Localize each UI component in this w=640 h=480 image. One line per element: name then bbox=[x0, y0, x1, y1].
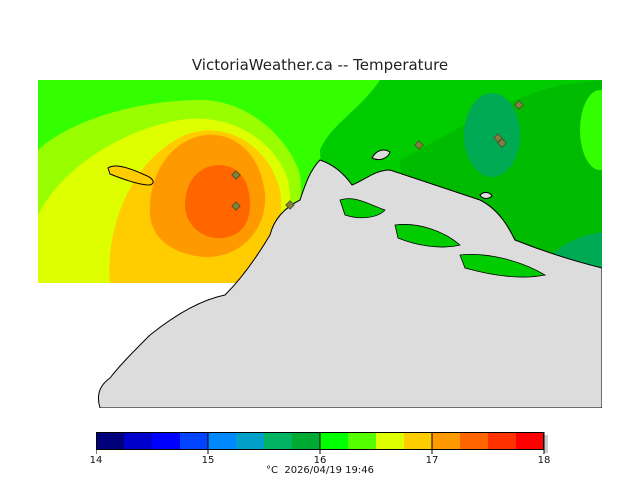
colorbar-tick-label: 15 bbox=[201, 455, 215, 466]
colorbar-cell bbox=[292, 432, 320, 450]
colorbar-cell bbox=[264, 432, 292, 450]
station-marker[interactable] bbox=[285, 200, 295, 210]
station-marker[interactable] bbox=[514, 100, 524, 110]
colorbar-tick-label: 18 bbox=[537, 455, 551, 466]
colorbar-cell bbox=[208, 432, 236, 450]
colorbar-cell bbox=[404, 432, 432, 450]
caption-unit: °C bbox=[266, 465, 278, 476]
station-marker[interactable] bbox=[414, 140, 424, 150]
colorbar-cell bbox=[236, 432, 264, 450]
colorbar-cell bbox=[180, 432, 208, 450]
colorbar-cell bbox=[320, 432, 348, 450]
station-markers bbox=[231, 100, 524, 211]
colorbar-cell bbox=[432, 432, 460, 450]
colorbar-cell bbox=[488, 432, 516, 450]
island bbox=[371, 149, 391, 161]
island bbox=[479, 192, 493, 199]
land-mass bbox=[97, 159, 602, 408]
colorbar-shadow bbox=[544, 435, 548, 453]
colorbar-cell bbox=[152, 432, 180, 450]
contour-band-17.25-17.5 bbox=[185, 165, 250, 239]
caption-timestamp: 2026/04/19 19:46 bbox=[284, 465, 374, 476]
colorbar-cell bbox=[460, 432, 488, 450]
station-marker[interactable] bbox=[231, 201, 241, 211]
contour-warm-patch-e bbox=[580, 90, 602, 170]
inlet-shape bbox=[339, 198, 386, 219]
colorbar-cell bbox=[348, 432, 376, 450]
colorbar-tick-label: 14 bbox=[89, 455, 103, 466]
station-marker[interactable] bbox=[497, 138, 507, 148]
colorbar-cell bbox=[124, 432, 152, 450]
colorbar-tick-label: 16 bbox=[313, 455, 327, 466]
map-title: VictoriaWeather.ca -- Temperature bbox=[191, 56, 449, 74]
contour-cool-patch-ne bbox=[464, 93, 520, 177]
colorbar-cell bbox=[516, 432, 544, 450]
colorbar bbox=[96, 432, 548, 454]
colorbar-tick-label: 17 bbox=[425, 455, 439, 466]
island bbox=[107, 165, 154, 186]
station-marker[interactable] bbox=[231, 170, 241, 180]
colorbar-cell bbox=[376, 432, 404, 450]
caption: °C 2026/04/19 19:46 bbox=[0, 465, 640, 476]
colorbar-ticks bbox=[96, 432, 545, 454]
inlet-shape bbox=[394, 224, 461, 248]
colorbar-cells bbox=[96, 432, 548, 453]
colorbar-cell bbox=[96, 432, 124, 450]
inlet-shape bbox=[459, 254, 547, 278]
